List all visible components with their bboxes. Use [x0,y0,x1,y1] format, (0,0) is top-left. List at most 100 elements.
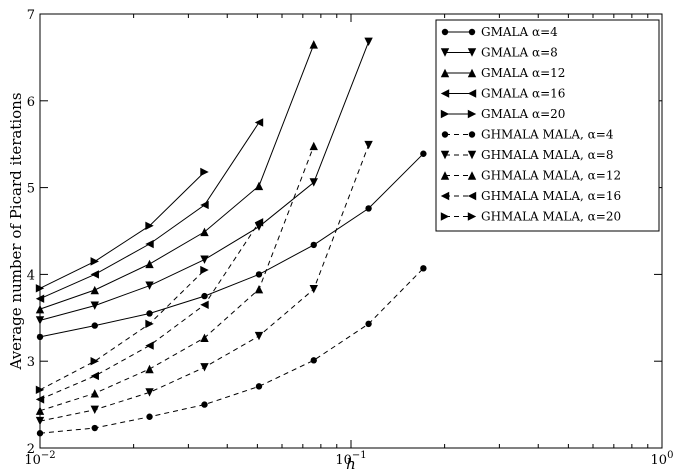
data-point-6-8 [420,265,427,272]
data-point-9-4 [200,300,209,309]
series-5 [35,167,209,293]
series-line-1 [39,153,424,338]
data-point-5-4 [200,167,209,177]
data-point-6-5 [255,383,263,390]
legend-marker-left-10 [440,212,450,221]
legend-item-3: GMALA α=12 [440,66,565,80]
data-point-7-7 [364,140,373,150]
data-point-9-2 [90,371,99,381]
data-point-5-3 [145,221,154,230]
x-tick-label-2: 10−1 [335,450,366,468]
series-6 [36,265,427,437]
series-line-9 [39,222,260,400]
y-tick-label-1: 2 [27,442,35,457]
y-tick-label-2: 3 [27,355,35,370]
series-line-8 [39,145,315,412]
data-point-8-4 [200,333,209,342]
legend-item-1: GMALA α=4 [441,25,558,39]
data-point-8-3 [145,364,154,374]
series-line-6 [39,267,424,434]
data-point-8-5 [254,284,264,294]
data-point-3-3 [145,259,154,269]
data-point-6-7 [365,320,372,328]
data-point-7-2 [90,405,99,415]
legend-label-2: GMALA α=8 [481,46,558,60]
data-point-1-4 [201,292,208,300]
data-point-7-6 [309,284,318,294]
data-point-3-5 [254,181,264,191]
data-point-7-5 [254,331,264,341]
series-8 [35,141,318,415]
x-axis-label: h [346,455,356,472]
series-2 [35,37,373,325]
data-point-3-6 [309,40,318,49]
data-point-8-6 [309,141,318,151]
legend-label-3: GMALA α=12 [481,66,565,80]
data-point-4-3 [145,239,154,249]
data-point-1-5 [255,271,263,278]
legend-marker-left-9 [440,191,450,201]
data-point-2-2 [90,301,99,310]
data-point-1-6 [310,241,317,249]
legend-item-10: GHMALA MALA, α=20 [440,210,621,224]
series-3 [35,40,318,314]
series-line-5 [39,171,205,289]
data-point-10-4 [200,265,209,275]
data-point-9-5 [254,218,264,227]
legend-label-8: GHMALA MALA, α=12 [481,169,621,183]
data-point-1-2 [91,322,98,329]
data-point-5-2 [90,257,99,266]
data-point-4-4 [200,200,209,210]
legend-marker-right-9 [467,191,477,201]
y-tick-label-5: 6 [27,95,35,110]
data-point-2-4 [200,255,209,264]
series-line-7 [39,144,370,422]
data-point-6-3 [146,413,153,420]
data-point-3-4 [200,227,209,237]
data-point-9-3 [145,341,154,350]
legend-marker-left-5 [440,109,450,119]
data-point-2-3 [145,281,154,290]
legend-marker-right-2 [467,48,477,57]
legend-marker-right-6 [468,131,476,138]
legend-marker-left-7 [440,150,450,160]
legend-item-6: GHMALA MALA, α=4 [441,128,614,142]
legend-marker-left-6 [441,131,449,138]
legend-marker-left-2 [440,48,450,57]
series-line-3 [39,44,315,310]
legend-label-1: GMALA α=4 [481,25,558,39]
y-tick-label-6: 7 [27,8,35,23]
data-point-10-3 [145,319,154,329]
series-1 [36,150,427,341]
legend-label-5: GMALA α=20 [481,107,565,121]
y-tick-label-3: 4 [27,268,35,283]
x-tick-label-3: 100 [651,450,674,468]
series-line-2 [39,41,370,321]
y-tick-label-4: 5 [27,182,35,197]
data-point-1-3 [146,310,153,317]
data-point-2-6 [309,178,318,187]
legend-marker-right-5 [467,109,477,119]
legend-label-9: GHMALA MALA, α=16 [481,189,621,203]
legend-label-4: GMALA α=16 [481,87,565,101]
data-point-1-8 [420,150,427,157]
legend-marker-right-4 [467,89,477,98]
y-axis-label: Average number of Picard iterations [7,92,25,370]
series-10 [35,265,209,395]
legend-item-4: GMALA α=16 [440,87,565,101]
data-point-6-4 [201,401,208,408]
legend-marker-left-4 [440,89,450,98]
legend-marker-left-3 [440,68,450,78]
legend-label-10: GHMALA MALA, α=20 [481,210,621,224]
series-7 [35,140,373,426]
data-point-8-2 [90,389,99,398]
legend-item-2: GMALA α=8 [440,46,558,60]
legend-marker-right-8 [467,171,477,180]
data-point-6-2 [91,424,98,432]
data-point-7-3 [145,388,154,397]
legend-marker-right-1 [468,28,476,36]
series-layer [35,37,427,437]
legend-item-7: GHMALA MALA, α=8 [440,148,613,162]
data-point-4-5 [254,118,264,127]
